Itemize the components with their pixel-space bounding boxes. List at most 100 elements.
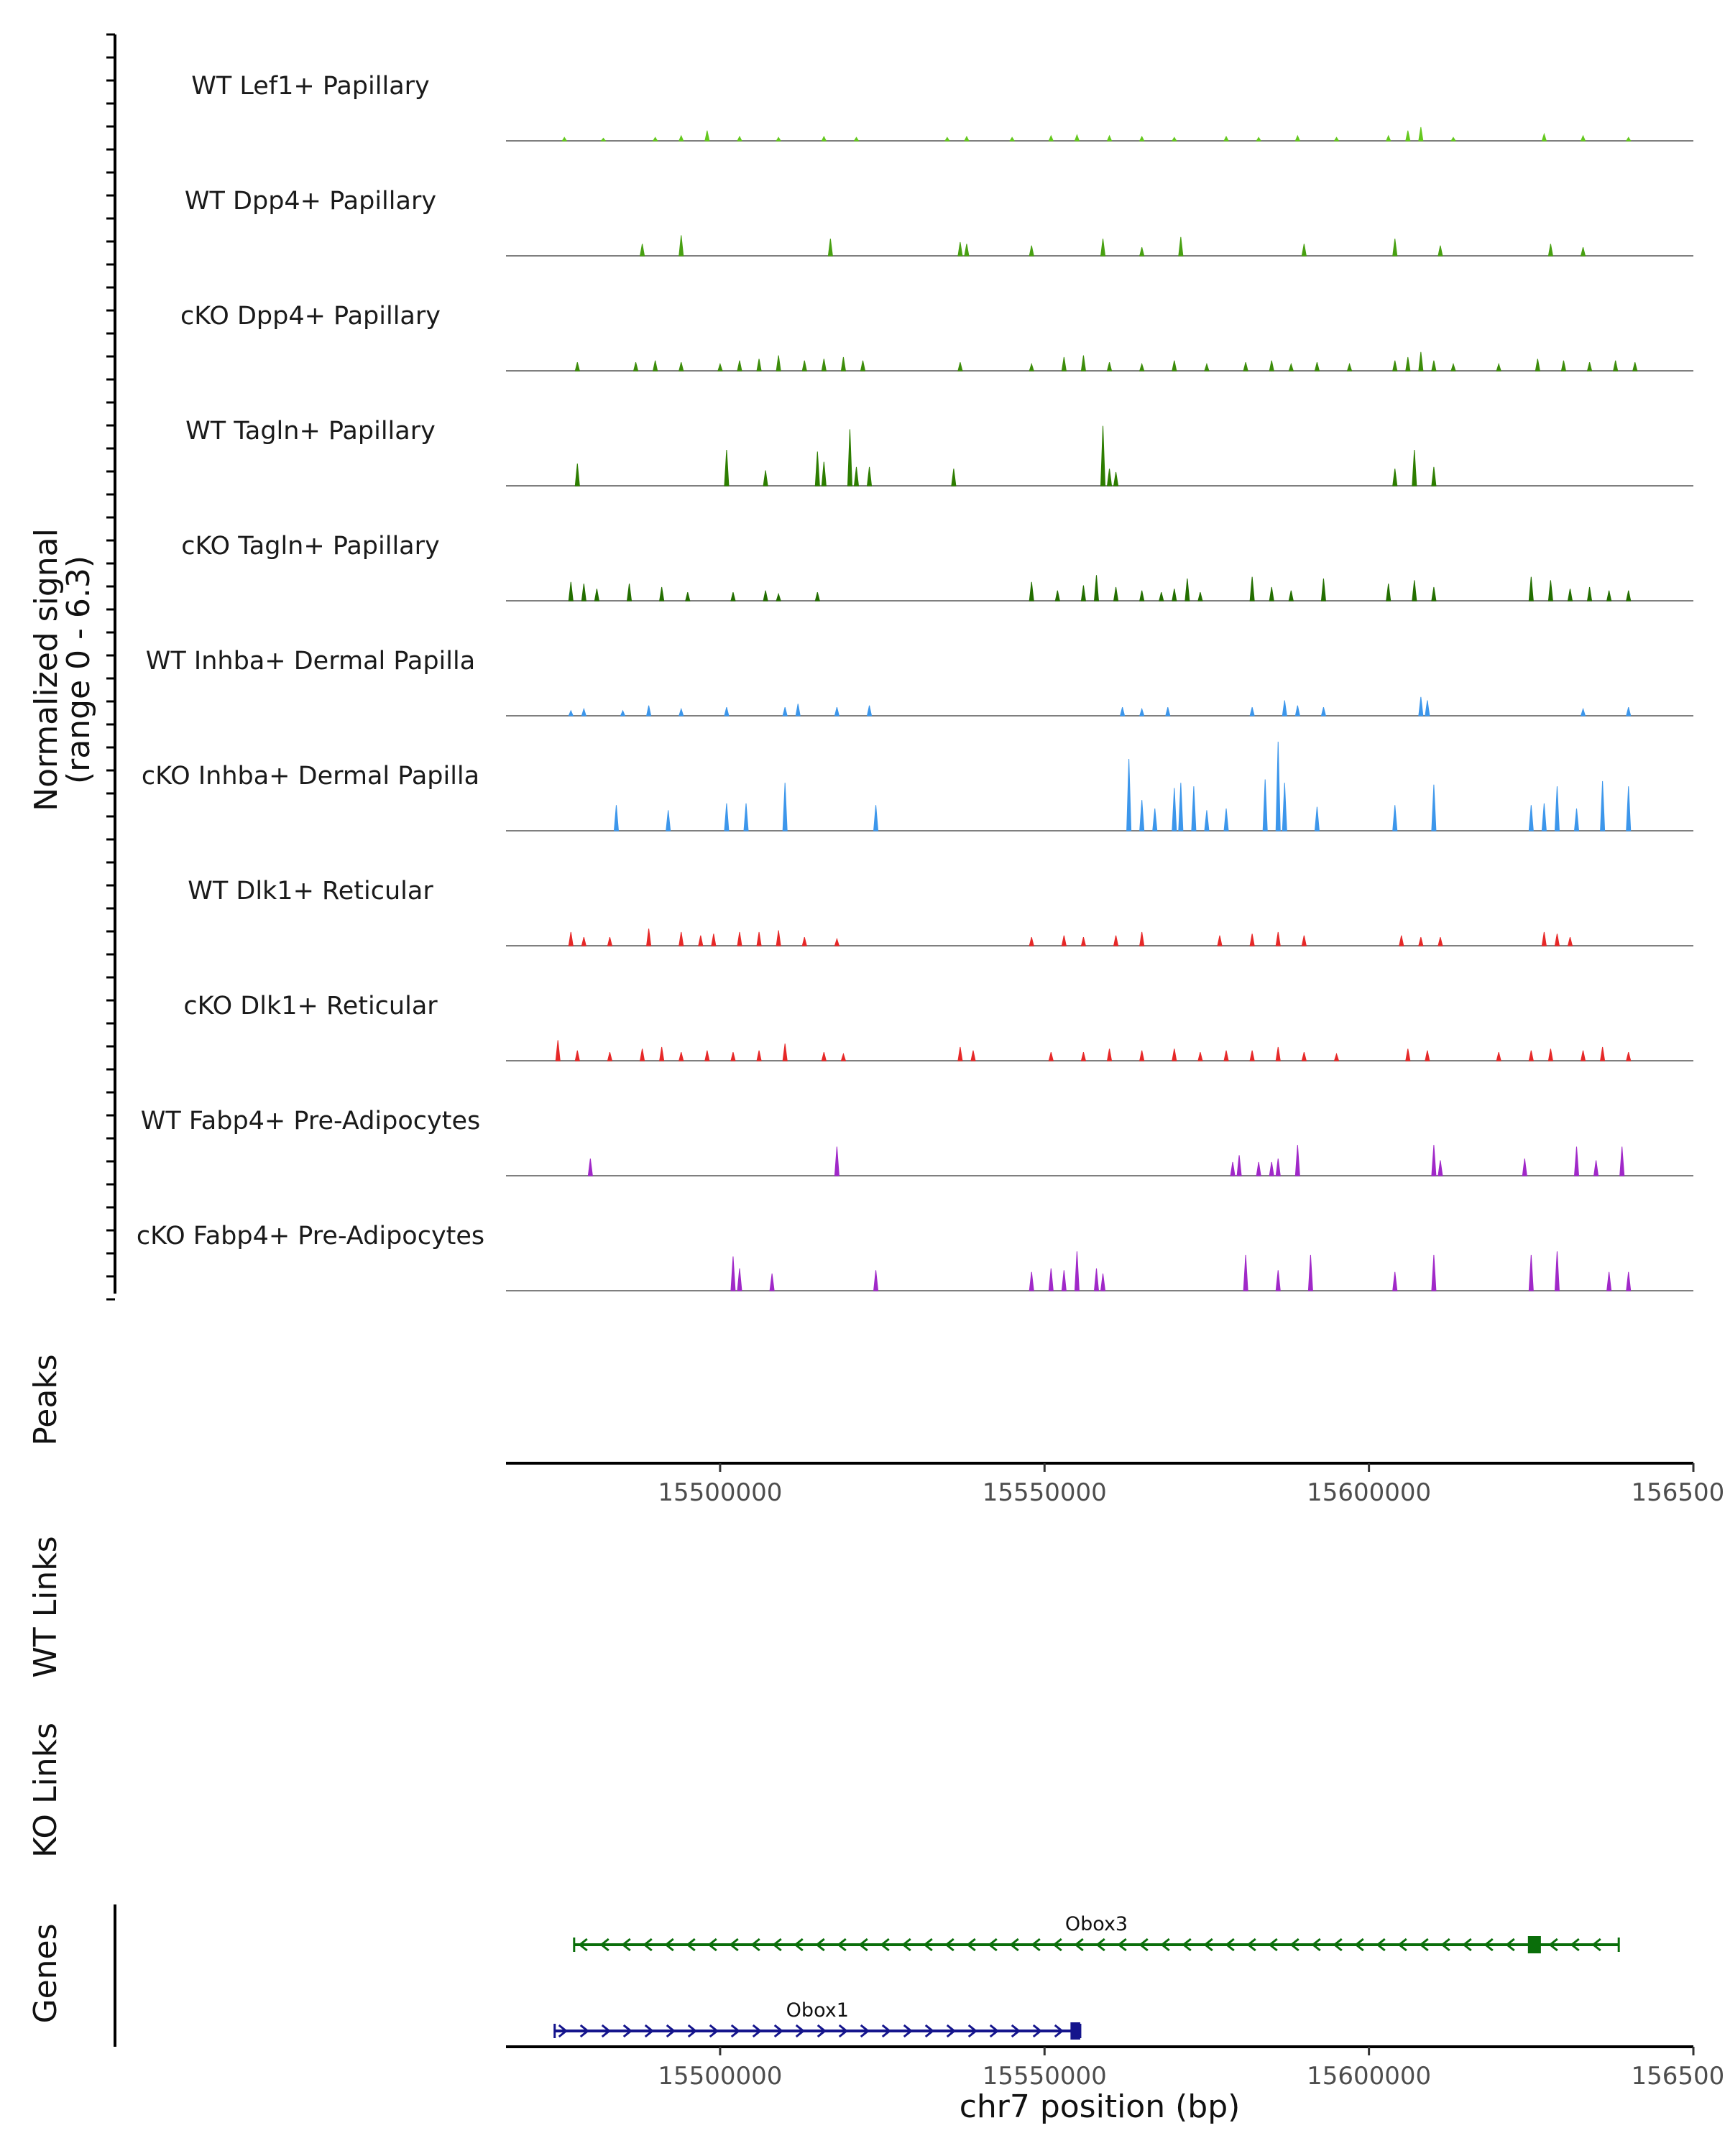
strand-arrow xyxy=(794,1938,804,1952)
signal-peak xyxy=(685,591,691,602)
signal-peak xyxy=(1412,449,1417,487)
signal-peak xyxy=(1223,808,1229,831)
signal-peak xyxy=(594,589,599,602)
signal-peak xyxy=(1438,1160,1443,1176)
signal-peak xyxy=(1171,137,1177,142)
signal-peak xyxy=(652,137,658,142)
signal-peak xyxy=(1385,134,1392,142)
signal-peak xyxy=(853,466,860,487)
strand-arrow xyxy=(1009,1938,1019,1952)
signal-peak xyxy=(1236,1155,1242,1176)
signal-peak xyxy=(581,936,586,946)
track: WT Inhba+ Dermal Papilla xyxy=(146,647,1693,717)
signal-peak xyxy=(1580,1050,1586,1061)
signal-peak xyxy=(568,709,574,717)
signal-peak xyxy=(873,1270,879,1291)
signal-peak xyxy=(860,360,866,372)
strand-arrow xyxy=(924,2024,935,2038)
signal-peak xyxy=(1425,1050,1430,1061)
signal-peak xyxy=(1269,360,1274,372)
strand-arrow xyxy=(578,1938,588,1952)
signal-peak xyxy=(659,586,665,602)
signal-peak xyxy=(1165,706,1171,717)
track-label: WT Dpp4+ Papillary xyxy=(185,187,436,216)
signal-peak xyxy=(1029,581,1034,602)
signal-peak xyxy=(1392,1271,1398,1291)
track-label: cKO Tagln+ Papillary xyxy=(181,532,440,561)
signal-peak xyxy=(1113,935,1119,946)
strand-arrow xyxy=(1311,1938,1321,1952)
signal-peak xyxy=(1580,707,1586,717)
strand-arrow xyxy=(622,2024,633,2038)
strand-arrow xyxy=(816,2024,827,2038)
strand-arrow xyxy=(1225,1938,1235,1952)
signal-peak xyxy=(1541,931,1547,946)
strand-arrow xyxy=(1462,1938,1472,1952)
signal-peak xyxy=(1138,135,1145,142)
signal-peak xyxy=(964,135,970,142)
signal-peak xyxy=(1346,362,1353,372)
signal-peak xyxy=(1275,931,1281,946)
signal-peak xyxy=(1547,1049,1553,1061)
signal-peak xyxy=(1554,786,1560,831)
signal-peak xyxy=(1301,935,1307,946)
wt-links-panel-label: WT Links xyxy=(27,1536,64,1677)
track-label: cKO Fabp4+ Pre-Adipocytes xyxy=(137,1222,484,1250)
y-axis-title-line1: Normalized signal xyxy=(28,528,65,811)
x-axis-tick-label: 15500000 xyxy=(658,1478,782,1507)
signal-peak xyxy=(1547,244,1553,257)
signal-peak xyxy=(1573,808,1580,831)
signal-peak xyxy=(1249,706,1255,717)
strand-arrow xyxy=(1268,1938,1278,1952)
strand-arrow xyxy=(946,2024,957,2038)
signal-peak xyxy=(698,935,704,946)
signal-peak xyxy=(1412,580,1417,602)
signal-peak xyxy=(1178,236,1184,257)
strand-arrow xyxy=(860,2024,870,2038)
signal-peak xyxy=(574,1050,580,1061)
strand-arrow xyxy=(1397,1938,1407,1952)
signal-peak xyxy=(1061,356,1067,372)
signal-peak xyxy=(1197,1051,1203,1061)
signal-peak xyxy=(776,592,781,602)
signal-peak xyxy=(1061,935,1067,946)
signal-peak xyxy=(1626,706,1632,717)
signal-peak xyxy=(639,1049,645,1061)
signal-peak xyxy=(678,931,684,946)
signal-peak xyxy=(1431,466,1437,487)
signal-peak xyxy=(776,930,781,946)
signal-peak xyxy=(853,137,860,142)
strand-arrow xyxy=(1160,1938,1170,1952)
signal-peak xyxy=(1431,1254,1437,1291)
track: cKO Dpp4+ Papillary xyxy=(180,302,1693,372)
signal-peak xyxy=(1438,245,1443,257)
signal-peak xyxy=(1626,590,1632,602)
signal-peak xyxy=(1606,1271,1612,1291)
signal-peak xyxy=(1113,471,1119,487)
track-label: cKO Dpp4+ Papillary xyxy=(180,302,441,331)
strand-arrow xyxy=(621,1938,631,1952)
signal-peak xyxy=(1106,134,1113,142)
strand-arrow xyxy=(815,1938,825,1952)
strand-arrow xyxy=(599,1938,610,1952)
signal-peak xyxy=(737,931,742,946)
signal-peak xyxy=(1535,359,1540,372)
strand-arrow xyxy=(989,2024,1000,2038)
signal-peak xyxy=(1100,425,1106,487)
signal-peak xyxy=(1126,758,1132,831)
signal-peak xyxy=(1243,1254,1248,1291)
signal-peak xyxy=(1029,1271,1034,1291)
signal-peak xyxy=(653,360,658,372)
signal-peak xyxy=(1282,700,1287,717)
signal-peak xyxy=(1054,590,1060,602)
signal-peak xyxy=(1528,1254,1534,1291)
signal-peak xyxy=(1392,360,1398,372)
signal-peak xyxy=(587,1158,593,1176)
signal-peak xyxy=(730,1256,736,1291)
signal-peak xyxy=(737,1268,742,1291)
signal-peak xyxy=(1586,586,1593,602)
signal-peak xyxy=(1178,783,1184,831)
signal-peak xyxy=(1405,356,1411,372)
strand-arrow xyxy=(1246,1938,1256,1952)
signal-peak xyxy=(821,1051,827,1061)
